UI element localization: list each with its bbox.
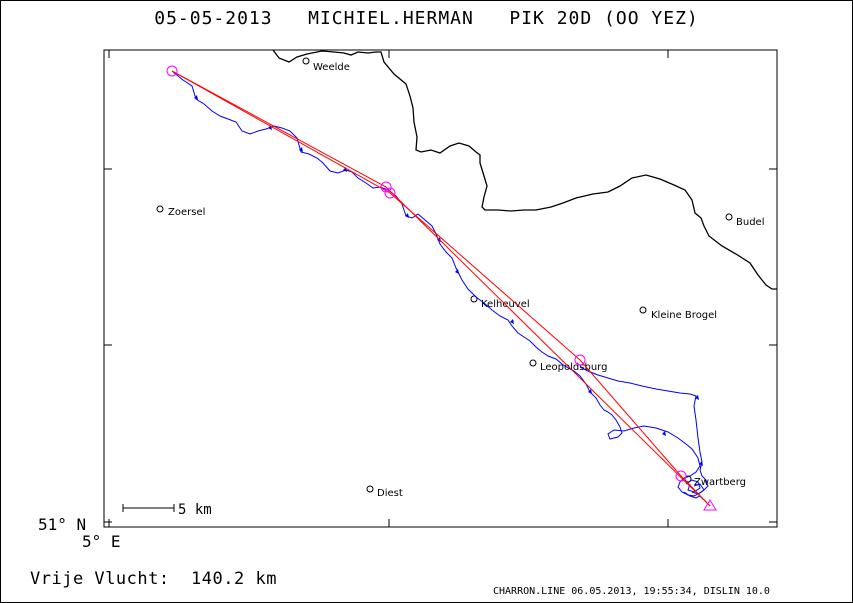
city-marker [302, 57, 310, 65]
longitude-label: 5° E [82, 532, 121, 551]
city-marker [529, 359, 537, 367]
glider-name: PIK 20D (OO YEZ) [509, 8, 699, 29]
distance-value: 140.2 km [191, 569, 277, 589]
flight-title: 05-05-2013 MICHIEL.HERMAN PIK 20D (OO YE… [0, 8, 853, 29]
city-marker [639, 306, 647, 314]
scale-bar [122, 504, 175, 512]
country-border [272, 49, 777, 290]
distance-label: Vrije Vlucht: [30, 569, 170, 589]
city-marker [470, 295, 478, 303]
turnpoint [384, 187, 396, 199]
turnpoint [380, 181, 392, 193]
turnpoint [675, 470, 687, 482]
task-lines [171, 70, 711, 507]
city-label-kleine-brogel: Kleine Brogel [651, 310, 717, 321]
city-markers [156, 57, 733, 493]
city-label-budel: Budel [736, 217, 764, 228]
latitude-label: 51° N [38, 515, 87, 534]
city-marker [725, 213, 733, 221]
city-label-diest: Diest [377, 488, 403, 499]
map-frame [103, 49, 778, 528]
footer-info: CHARRON.LINE 06.05.2013, 19:55:34, DISLI… [493, 586, 770, 597]
free-flight-distance: Vrije Vlucht: 140.2 km [30, 569, 277, 589]
thermal-markers [194, 95, 703, 466]
finish-triangle-icon [703, 499, 717, 511]
city-label-leopoldsburg: Leopoldsburg [540, 362, 607, 373]
city-marker [156, 205, 164, 213]
scale-label: 5 km [178, 502, 212, 518]
city-label-zoersel: Zoersel [168, 207, 205, 218]
flight-track-loops [683, 479, 705, 499]
turnpoints [166, 65, 717, 511]
city-label-zwartberg: Zwartberg [694, 477, 746, 488]
flight-track [172, 71, 709, 497]
pilot-name: MICHIEL.HERMAN [308, 8, 474, 29]
axis-ticks [104, 50, 777, 527]
city-label-weelde: Weelde [313, 62, 350, 73]
flight-date: 05-05-2013 [154, 8, 273, 29]
turnpoint [574, 354, 586, 366]
start-turnpoint [166, 65, 178, 77]
city-marker [366, 485, 374, 493]
